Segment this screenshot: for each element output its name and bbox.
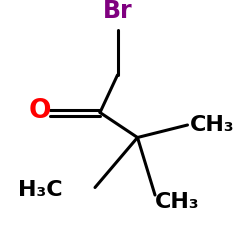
Text: CH₃: CH₃: [190, 115, 234, 135]
Text: CH₃: CH₃: [155, 192, 200, 212]
Text: O: O: [29, 98, 51, 124]
Text: H₃C: H₃C: [18, 180, 62, 200]
Text: Br: Br: [103, 0, 132, 22]
